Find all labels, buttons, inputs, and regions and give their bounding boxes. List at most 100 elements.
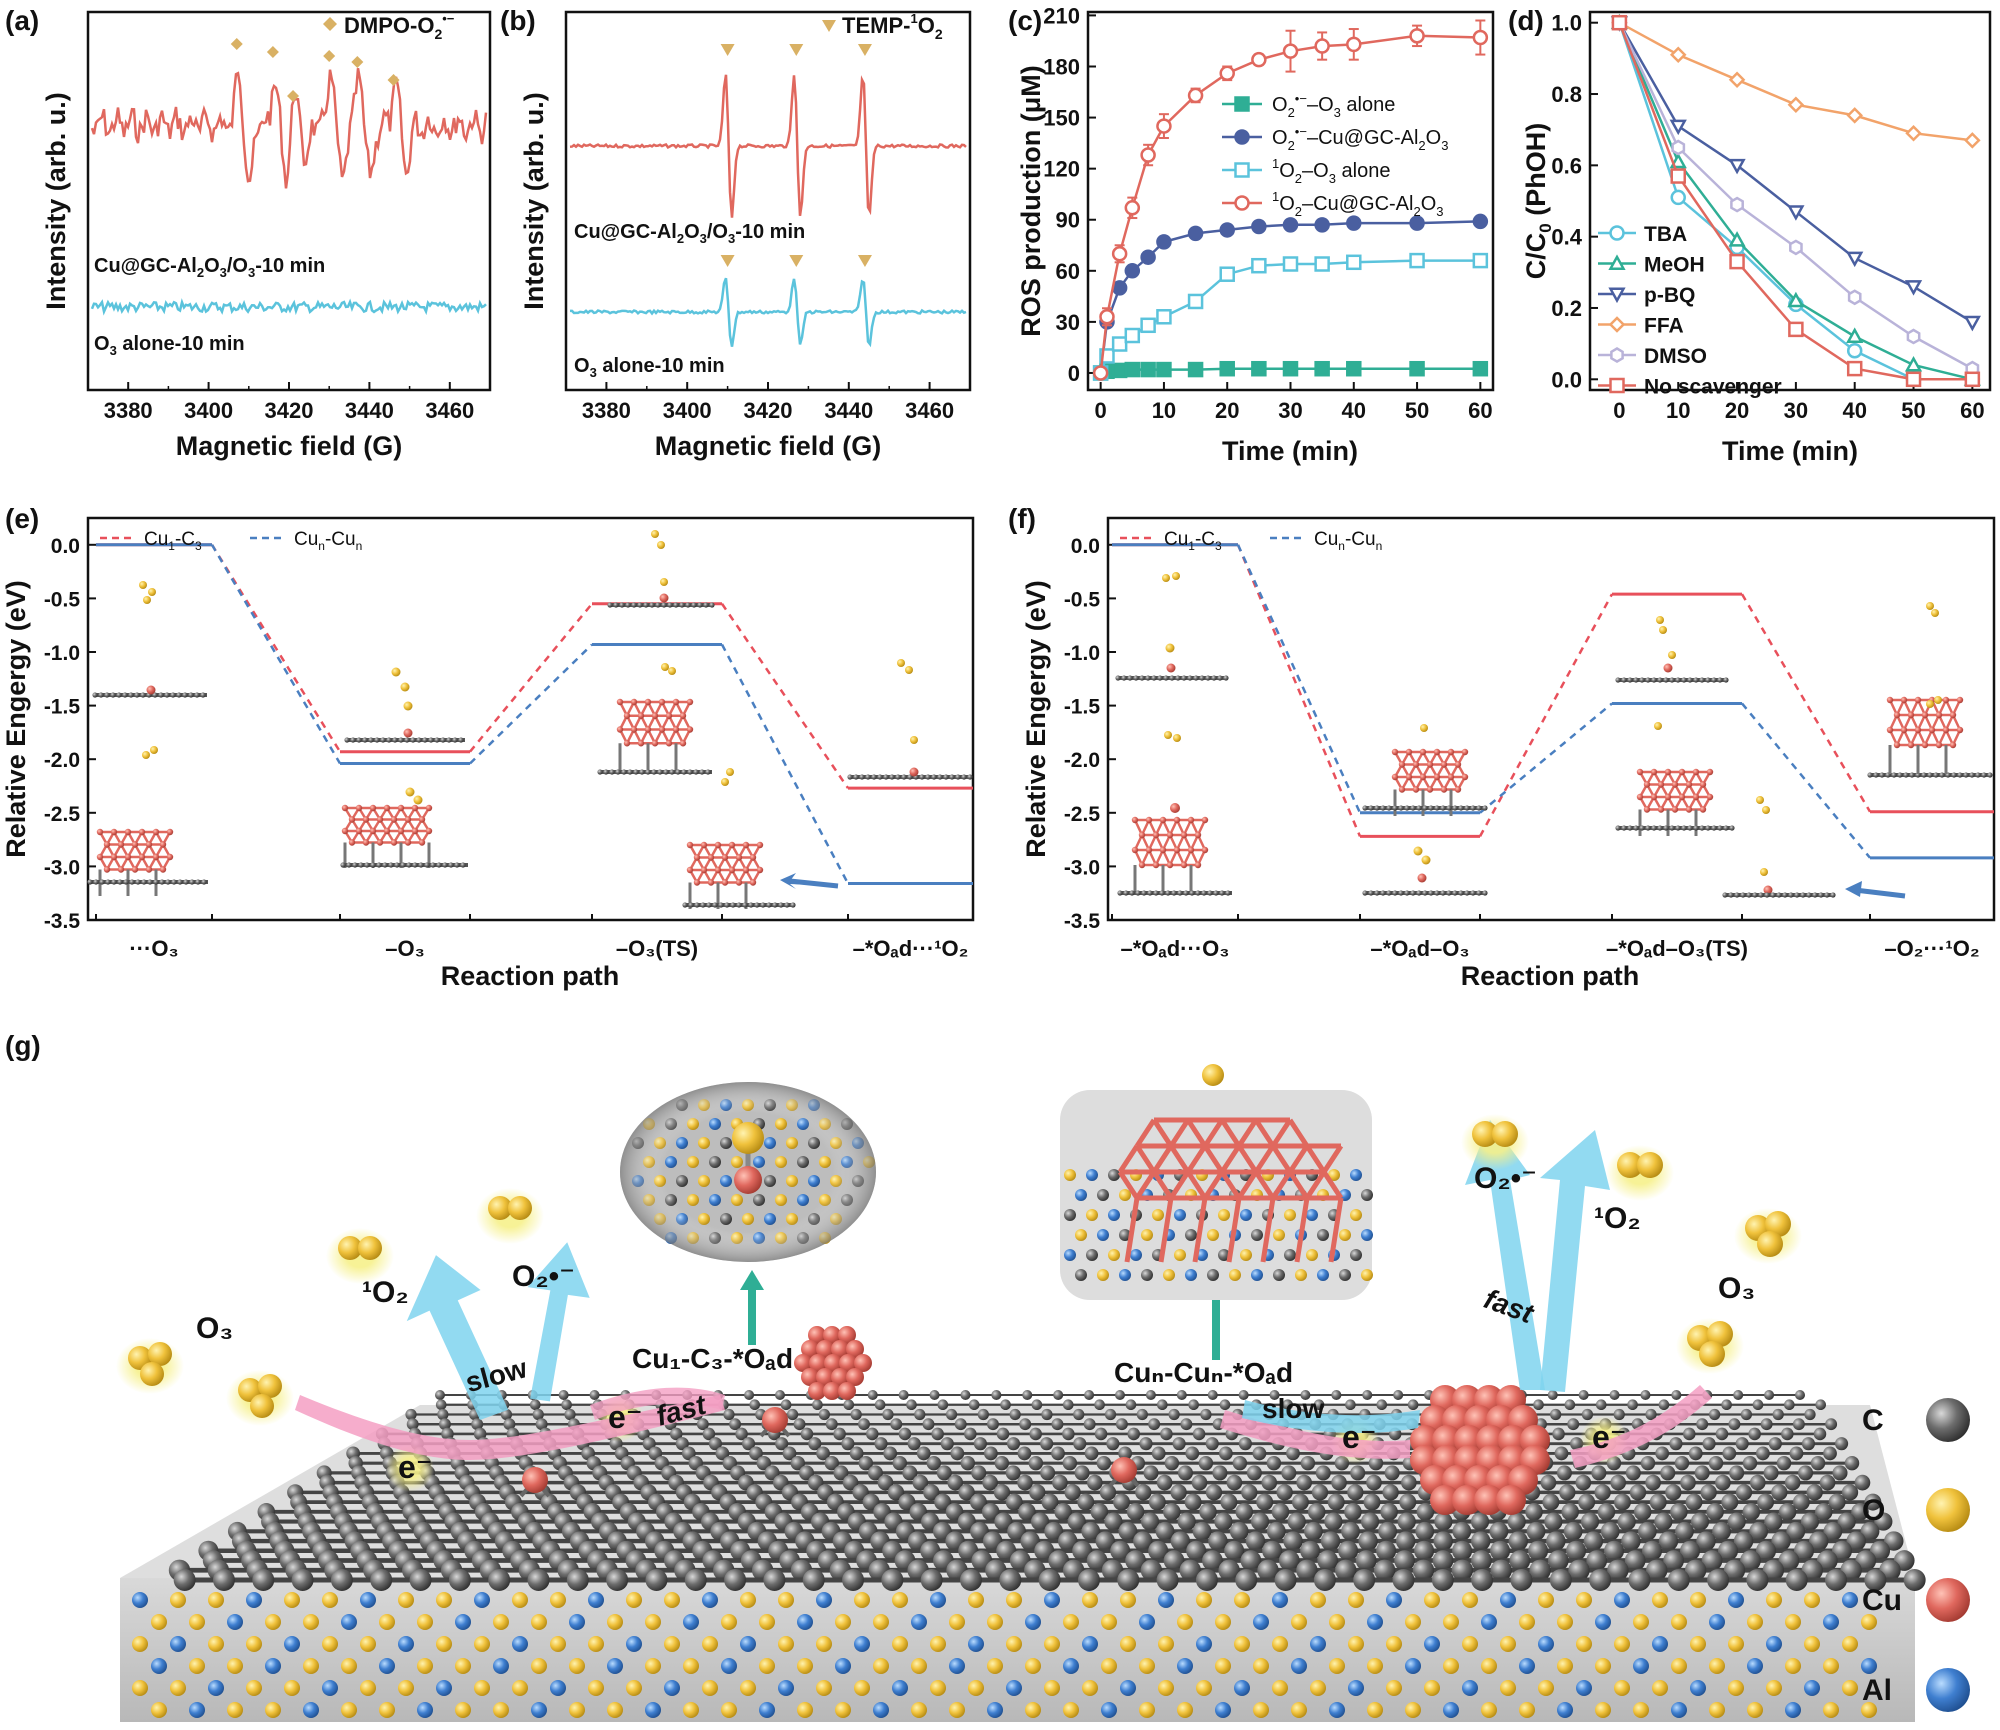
panel-a-x-label: Magnetic field (G) [176,431,403,461]
o-atom [1310,1680,1326,1696]
o-atom [683,1658,699,1674]
cu-atom [1914,726,1922,734]
inset-atom [1086,1169,1098,1181]
y-tick-label: -1.5 [44,696,81,719]
panel-a-series-cu-trace [90,67,488,189]
c-atom [993,1484,1011,1501]
inset-cu1-c3-site [620,1082,876,1262]
al-atom [1481,1614,1497,1630]
c-atom [902,1465,918,1481]
data-point [1904,280,1923,296]
inset-atom [1251,1269,1263,1281]
c-atom [1006,1437,1021,1451]
al-atom [1158,1592,1174,1608]
c-atom [756,1455,771,1471]
data-point [1963,315,1981,332]
data-point [1728,71,1746,89]
c-atom [1742,1503,1761,1521]
c-atom [500,1408,513,1421]
c-atom [1386,805,1392,811]
energy-connector [720,603,850,789]
o-atom [1367,1702,1383,1718]
c-atom [1452,1540,1473,1561]
c-atom [1671,1390,1682,1400]
al-atom [1766,1636,1782,1652]
c-atom [1722,892,1728,898]
al-atom [873,1702,889,1718]
c-atom [1794,892,1800,898]
c-atom [1106,1437,1120,1451]
c-atom [597,769,603,775]
al-atom [284,1636,300,1652]
data-point [1670,168,1686,184]
al-atom [1671,1702,1687,1718]
y-tick-label: -3.5 [44,910,81,933]
data-point [1187,361,1204,378]
o-atom [626,1680,642,1696]
al-atom [1690,1680,1706,1696]
inset-atom [1207,1269,1219,1281]
panel-f-frame [1106,516,1996,922]
panel-a-peak-markers [230,38,400,102]
peak-triangle-top [857,44,872,56]
x-tick-label: 0 [1095,398,1107,423]
c-atom [382,862,388,868]
c-atom [1165,890,1171,896]
c-atom [1140,1559,1163,1581]
c-atom [1575,1474,1592,1491]
c-atom [1683,1427,1696,1441]
c-atom [1707,1569,1730,1591]
c-atom [1005,1493,1023,1511]
cu-atom [623,740,631,747]
cu-atom [749,854,757,861]
c-atom [1715,1474,1731,1491]
c-atom [1200,1408,1212,1421]
o-atom [284,1592,300,1608]
o-atom [1671,1658,1687,1674]
y-tick-label: 0.4 [1551,225,1582,250]
peak-diamond [387,74,400,86]
c-atom [1051,1418,1064,1431]
c-atom [954,1418,967,1431]
o-atom [726,768,734,776]
cu-atom [1419,773,1427,781]
c-atom [1723,677,1729,683]
o-atom [550,1636,566,1652]
c-atom [1229,1521,1249,1541]
o-atom [132,1636,148,1652]
o-atom [1348,1636,1364,1652]
c-atom [1300,1540,1321,1561]
data-point [1251,218,1267,235]
o-atom [1747,1614,1763,1630]
o-atom [1614,1680,1630,1696]
teal-arrow-left [740,1270,764,1345]
data-point [1671,139,1686,156]
cu-atom [1942,696,1950,704]
c-atom [1669,677,1675,683]
c-atom [1380,1503,1398,1521]
cu-atom [1405,773,1413,781]
data-point [1187,293,1204,310]
o-atom [148,588,156,596]
c-atom [1362,805,1368,811]
inset-atom [1108,1209,1120,1221]
c-atom [1841,1484,1859,1501]
c-atom [1081,1521,1101,1541]
c-atom [1376,1399,1388,1411]
o-atom [1006,1636,1022,1652]
c-atom [1446,890,1452,896]
c-atom [669,1427,683,1441]
c-atom [1271,1503,1290,1521]
c-atom [1266,1521,1286,1541]
c-atom [1645,1408,1657,1421]
c-atom [1380,805,1386,811]
cu-atom [1187,816,1195,824]
c-atom [1104,1408,1117,1421]
energy-connector [1478,593,1614,837]
o-atom [227,1702,243,1718]
x-tick-label: 30 [1784,398,1808,423]
panel-a-legend-text: DMPO-O2•− [344,11,455,42]
c-atom [380,737,386,743]
inset-cu-bond [1304,1170,1327,1200]
c-atom [1157,675,1163,681]
